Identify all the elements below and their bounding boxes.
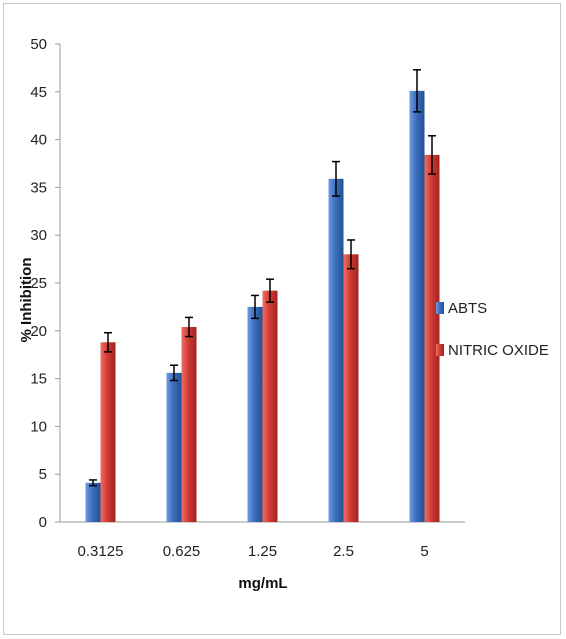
y-tick-label: 40 (30, 132, 47, 149)
x-tick-labels: 0.3125 0.625 1.25 2.5 5 (78, 543, 429, 560)
y-tick-label: 0 (39, 514, 47, 531)
legend-label: NITRIC OXIDE (448, 342, 549, 359)
x-axis-title: mg/mL (238, 575, 287, 592)
x-tick-label: 0.625 (163, 543, 201, 560)
y-tick-label: 30 (30, 227, 47, 244)
chart-frame (3, 3, 561, 635)
bar-abts (328, 178, 344, 522)
error-bar (266, 278, 274, 303)
y-tick-label: 45 (30, 84, 47, 101)
bar-abts (409, 90, 425, 523)
legend-swatch (436, 344, 444, 356)
bar-abts (85, 482, 101, 522)
y-tick-label: 20 (30, 323, 47, 340)
error-bars (89, 69, 436, 487)
bar-nitric-oxide (100, 342, 116, 522)
legend: ABTS NITRIC OXIDE (436, 300, 549, 359)
y-tick-label: 5 (39, 466, 47, 483)
bars (85, 90, 440, 523)
error-bar (170, 364, 178, 382)
error-bar (104, 331, 112, 353)
y-axis-title: % Inhibition (18, 258, 35, 343)
error-bar (413, 69, 421, 113)
bar-abts (247, 306, 263, 522)
x-tick-label: 2.5 (333, 543, 354, 560)
error-bar (89, 479, 97, 487)
bar-nitric-oxide (424, 154, 440, 522)
bar-nitric-oxide (181, 326, 197, 522)
error-bar (251, 294, 259, 320)
y-tick-labels: 0 5 10 15 20 25 30 35 40 45 50 (30, 36, 60, 531)
x-tick-label: 1.25 (248, 543, 277, 560)
error-bar (185, 316, 193, 338)
y-tick-label: 50 (30, 36, 47, 53)
x-tick-label: 5 (420, 543, 428, 560)
y-tick-label: 25 (30, 275, 47, 292)
error-bar (347, 239, 355, 270)
y-tick-label: 15 (30, 371, 47, 388)
error-bar (332, 160, 340, 197)
legend-label: ABTS (448, 300, 487, 317)
bar-nitric-oxide (262, 290, 278, 522)
x-tick-label: 0.3125 (78, 543, 124, 560)
legend-swatch (436, 302, 444, 314)
bar-abts (166, 372, 182, 522)
y-tick-label: 35 (30, 179, 47, 196)
error-bar (428, 135, 436, 175)
y-tick-label: 10 (30, 418, 47, 435)
bar-nitric-oxide (343, 254, 359, 522)
